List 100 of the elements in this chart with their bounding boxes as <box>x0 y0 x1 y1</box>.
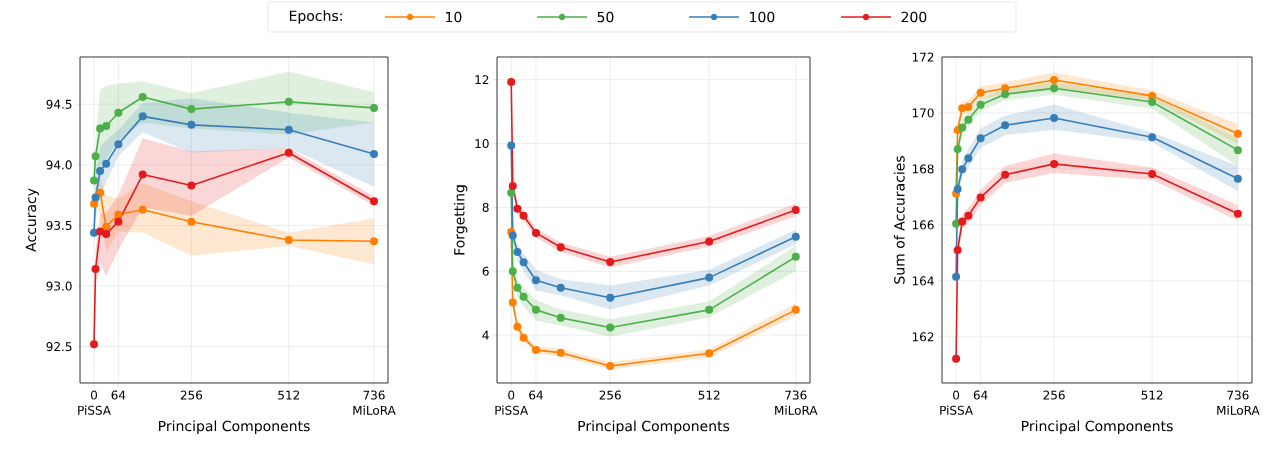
point <box>284 97 293 106</box>
legend-label: 200 <box>901 11 927 23</box>
point <box>508 231 517 240</box>
legend-label: 50 <box>597 11 614 23</box>
point <box>958 217 967 226</box>
point <box>508 298 517 307</box>
point <box>964 103 973 112</box>
x-tick-label: 64 <box>111 390 126 400</box>
point <box>606 293 615 302</box>
y-tick-label: 164 <box>912 276 934 286</box>
x-tick-label: 64 <box>973 390 988 400</box>
point <box>513 204 522 213</box>
point <box>556 313 565 322</box>
point <box>138 92 147 101</box>
y-tick-label: 94.5 <box>46 99 72 109</box>
point <box>90 176 99 185</box>
y-tick-label: 166 <box>912 220 934 230</box>
point <box>952 272 961 281</box>
text: MiLoRA <box>353 405 396 415</box>
point <box>508 181 517 190</box>
point <box>1233 146 1242 155</box>
point <box>606 257 615 266</box>
point <box>976 193 985 202</box>
point <box>705 305 714 314</box>
x-tick-label: 512 <box>1141 390 1163 400</box>
point <box>791 232 800 241</box>
y-tick-label: 4 <box>482 330 489 340</box>
point <box>964 115 973 124</box>
point <box>102 122 111 131</box>
point <box>187 105 196 114</box>
point <box>1001 90 1010 99</box>
point <box>90 228 99 237</box>
point <box>519 211 528 220</box>
point <box>1148 98 1157 107</box>
point <box>531 228 540 237</box>
point <box>1148 91 1157 100</box>
y-tick-label: 172 <box>912 52 934 62</box>
point <box>953 246 962 255</box>
point <box>508 267 517 276</box>
x-tick-label: 256 <box>599 390 621 400</box>
point <box>958 104 967 113</box>
y-tick-label: 12 <box>475 75 489 85</box>
point <box>976 100 985 109</box>
x-tick-label: 512 <box>698 390 720 400</box>
point <box>519 258 528 267</box>
point <box>507 141 516 150</box>
point <box>705 273 714 282</box>
x-tick-label: 0 <box>508 390 515 400</box>
x-tick-label: 512 <box>278 390 300 400</box>
point <box>519 333 528 342</box>
point <box>791 252 800 261</box>
legend-label: 10 <box>446 11 462 23</box>
x-tick-label: 64 <box>529 390 543 400</box>
point <box>1148 169 1157 178</box>
point <box>1050 113 1059 122</box>
x-tick-label: 0 <box>953 390 960 400</box>
point <box>187 217 196 226</box>
point <box>96 227 105 236</box>
point <box>96 166 105 175</box>
point <box>91 193 100 202</box>
point <box>1001 121 1010 130</box>
point <box>370 197 379 206</box>
point <box>284 125 293 134</box>
x-tick-label: 736 <box>785 390 807 400</box>
point <box>284 235 293 244</box>
y-tick-label: 6 <box>482 266 489 276</box>
y-tick-label: 8 <box>482 202 489 212</box>
point <box>102 159 111 168</box>
point <box>1001 170 1010 179</box>
point <box>507 188 516 197</box>
x-tick-label: 736 <box>1227 390 1249 400</box>
point <box>705 349 714 358</box>
y-tick-label: 168 <box>912 164 934 174</box>
x-tick-label: 256 <box>180 390 203 400</box>
text: PiSSA <box>495 405 529 415</box>
point <box>96 124 105 133</box>
x-tick-label: 0 <box>90 390 98 400</box>
point <box>187 181 196 190</box>
point <box>114 108 123 117</box>
point <box>519 292 528 301</box>
point <box>513 283 522 292</box>
point <box>1148 133 1157 142</box>
point <box>1050 159 1059 168</box>
point <box>370 149 379 158</box>
point <box>91 152 100 161</box>
point <box>791 205 800 214</box>
point <box>102 222 111 231</box>
point <box>952 354 961 363</box>
text: PiSSA <box>78 405 111 415</box>
x-tick-label: 256 <box>1043 390 1065 400</box>
legend-label: 100 <box>750 11 775 23</box>
y-tick-label: 162 <box>912 332 934 342</box>
point <box>370 237 379 246</box>
point <box>507 77 516 86</box>
point <box>1233 129 1242 138</box>
point <box>953 145 962 154</box>
point <box>91 265 100 274</box>
point <box>1050 75 1059 84</box>
point <box>531 305 540 314</box>
point <box>102 229 111 238</box>
